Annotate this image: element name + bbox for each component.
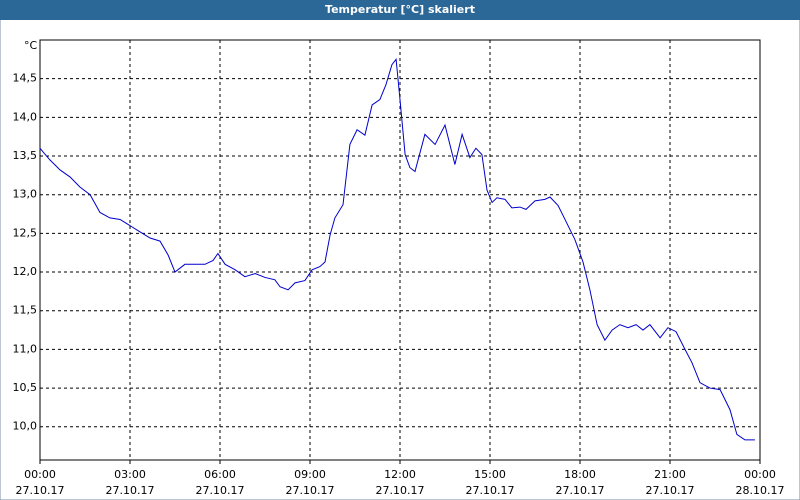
x-tick-label: 12:00 (384, 468, 416, 481)
x-tick-label: 06:00 (204, 468, 236, 481)
y-tick-label: 14,0 (13, 110, 38, 123)
x-tick-label: 09:00 (294, 468, 326, 481)
y-tick-label: 11,0 (13, 342, 38, 355)
x-tick-date: 27.10.17 (286, 484, 335, 497)
x-tick-date: 27.10.17 (646, 484, 695, 497)
x-tick-label: 00:00 (744, 468, 776, 481)
y-tick-label: 10,5 (13, 381, 38, 394)
x-tick-date: 27.10.17 (376, 484, 425, 497)
x-tick-label: 21:00 (654, 468, 686, 481)
y-tick-label: 13,0 (13, 188, 38, 201)
y-unit: °C (24, 39, 38, 52)
title-bar (0, 0, 800, 20)
y-tick-label: 10,0 (13, 420, 38, 433)
plot-frame (39, 39, 761, 461)
x-tick-date: 28.10.17 (736, 484, 785, 497)
x-tick-label: 15:00 (474, 468, 506, 481)
data-line (39, 58, 755, 441)
chart-title: Temperatur [°C] skaliert (325, 3, 475, 16)
y-tick-label: 13,5 (13, 149, 38, 162)
x-tick-date: 27.10.17 (466, 484, 515, 497)
x-tick-date: 27.10.17 (556, 484, 605, 497)
y-tick-label: 14,5 (13, 72, 38, 85)
x-tick-label: 00:00 (24, 468, 56, 481)
x-tick-label: 18:00 (564, 468, 596, 481)
y-tick-label: 12,0 (13, 265, 38, 278)
y-tick-label: 12,5 (13, 226, 38, 239)
x-tick-date: 27.10.17 (106, 484, 155, 497)
x-tick-date: 27.10.17 (16, 484, 65, 497)
x-tick-date: 27.10.17 (196, 484, 245, 497)
y-tick-label: 11,5 (13, 304, 38, 317)
x-tick-label: 03:00 (114, 468, 146, 481)
